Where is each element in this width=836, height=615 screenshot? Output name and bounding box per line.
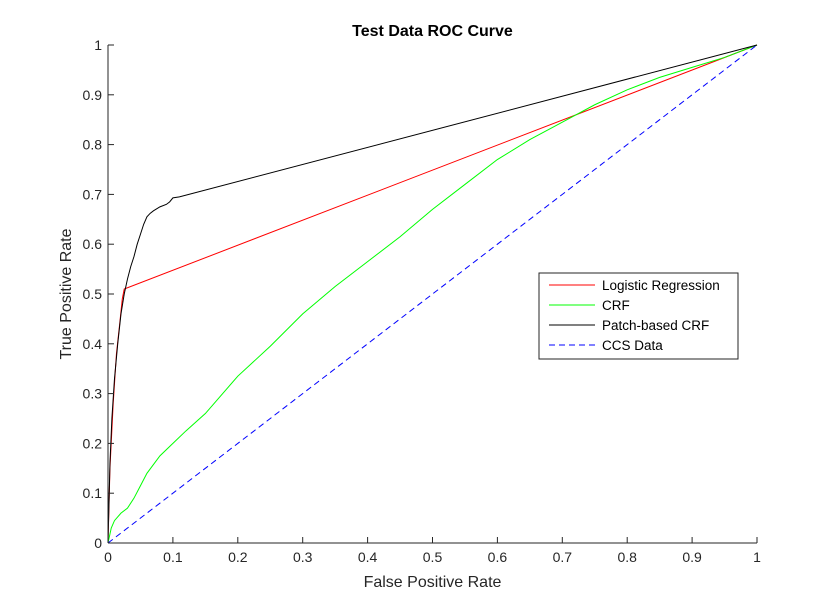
legend-label: Patch-based CRF: [602, 318, 709, 333]
series-line-crf: [107, 44, 758, 544]
y-tick-label: 1: [94, 37, 102, 53]
x-tick-label: 0.5: [423, 549, 443, 565]
x-tick-label: 0.3: [293, 549, 313, 565]
x-tick-label: 1: [753, 549, 761, 565]
y-axis-label: True Positive Rate: [58, 228, 75, 359]
x-tick-label: 0.7: [553, 549, 573, 565]
y-tick-label: 0.1: [83, 485, 103, 501]
x-tick-label: 0.2: [228, 549, 248, 565]
y-tick-label: 0.8: [83, 137, 103, 153]
y-tick-label: 0.9: [83, 87, 103, 103]
y-tick-label: 0.2: [83, 435, 103, 451]
x-tick-label: 0.1: [163, 549, 183, 565]
y-tick-label: 0.4: [83, 336, 103, 352]
legend-label: CCS Data: [602, 338, 663, 353]
y-tick-label: 0: [94, 535, 102, 551]
series-line-ccs-data: [107, 44, 758, 544]
chart-title: Test Data ROC Curve: [352, 23, 513, 40]
y-tick-label: 0.3: [83, 386, 103, 402]
x-tick-label: 0.4: [358, 549, 378, 565]
y-tick-label: 0.5: [83, 286, 103, 302]
series-line-patch-based-crf: [107, 44, 758, 544]
legend-label: CRF: [602, 298, 630, 313]
x-tick-label: 0: [104, 549, 112, 565]
y-tick-label: 0.6: [83, 236, 103, 252]
x-tick-label: 0.6: [488, 549, 508, 565]
legend-label: Logistic Regression: [602, 278, 720, 293]
x-tick-label: 0.9: [682, 549, 702, 565]
x-tick-label: 0.8: [617, 549, 637, 565]
y-tick-label: 0.7: [83, 186, 103, 202]
x-axis-label: False Positive Rate: [364, 574, 502, 591]
legend: Logistic Regression CRF Patch-based CRF CCS…: [538, 272, 739, 360]
